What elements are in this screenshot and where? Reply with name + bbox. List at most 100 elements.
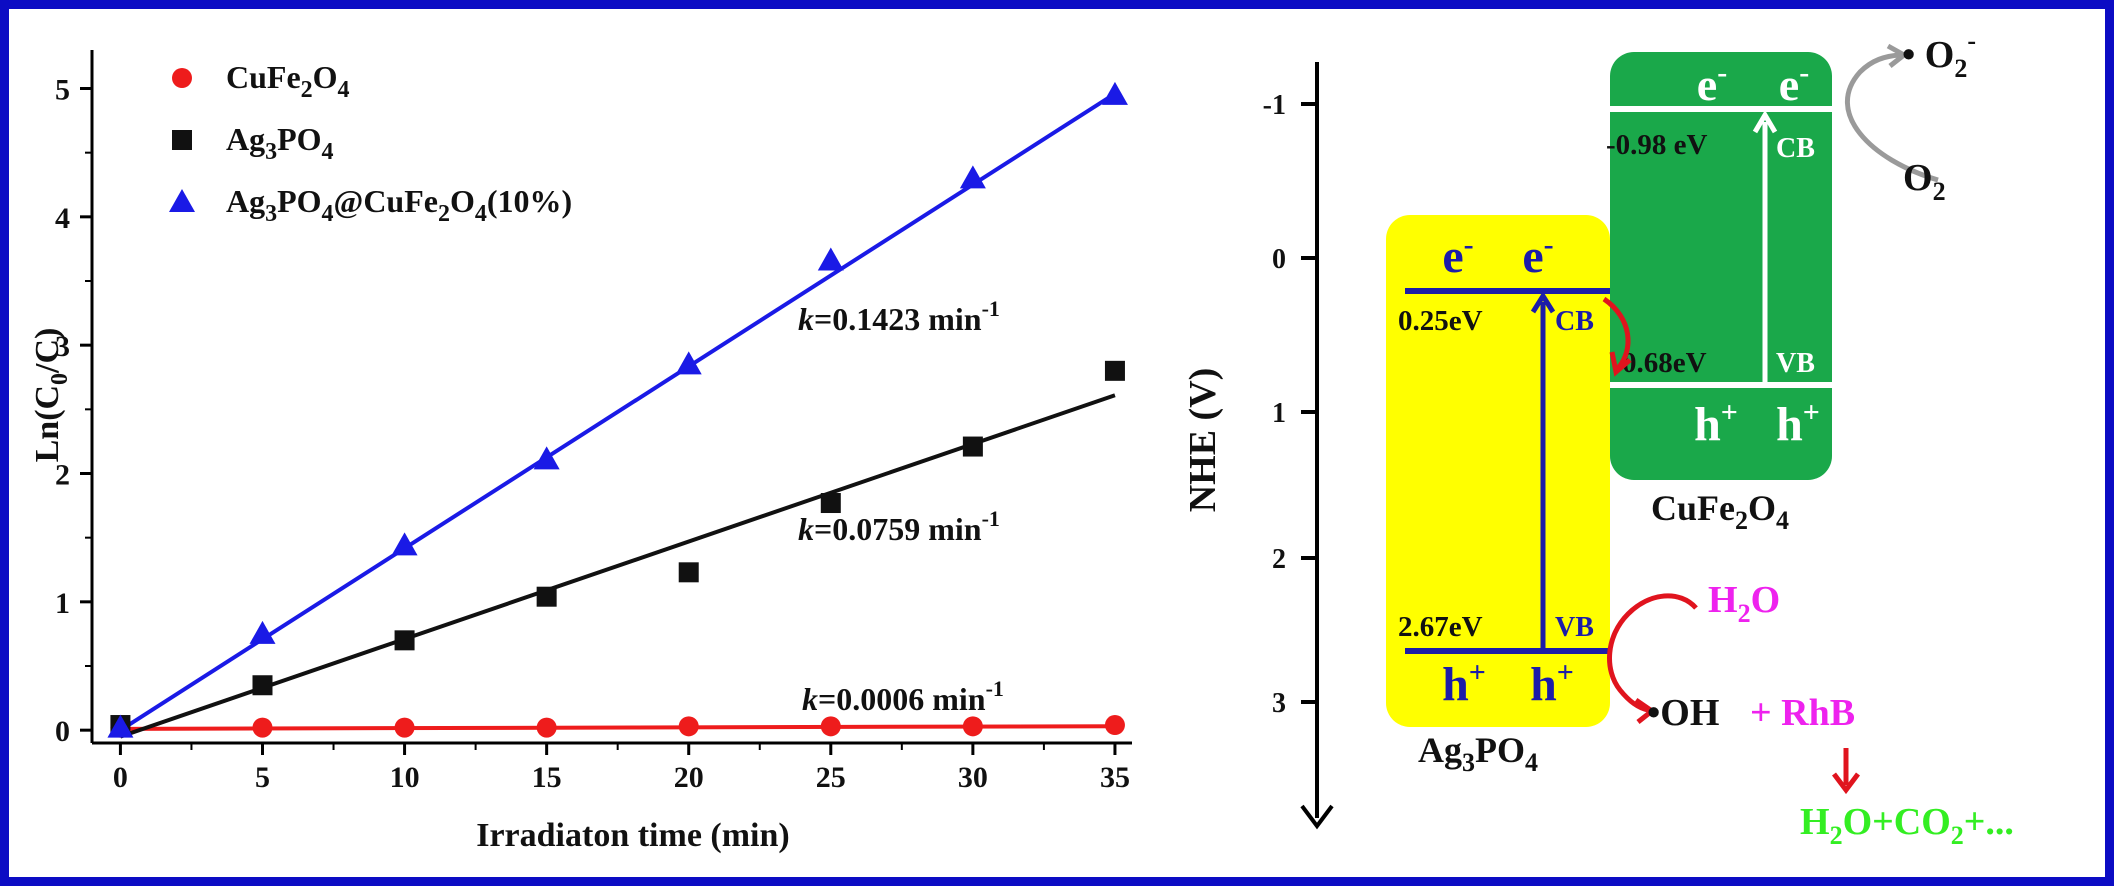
data-point-circle bbox=[820, 716, 841, 737]
nhe-tick-label: -1 bbox=[1263, 90, 1286, 121]
data-point-circle bbox=[1104, 715, 1125, 736]
y-tick-label: 1 bbox=[55, 587, 70, 620]
charge-transfer-arrowhead bbox=[1609, 351, 1632, 377]
data-point-triangle bbox=[1101, 81, 1128, 105]
legend-label: Ag3PO4 bbox=[226, 121, 334, 165]
plot-axes bbox=[90, 50, 1132, 745]
data-point-square bbox=[536, 586, 557, 607]
data-point-triangle bbox=[391, 532, 418, 556]
data-point-triangle bbox=[107, 714, 134, 738]
plot-ticks: 0 5 10 15 20 25 30 35 0 1 2 3 4 5 bbox=[55, 74, 1130, 795]
cufe2o4-electron-2: e- bbox=[1779, 56, 1809, 110]
rate-constant-label: k=0.0006 min-1 bbox=[802, 676, 1004, 717]
legend-marker-circle bbox=[172, 68, 192, 88]
nhe-tick-label: 3 bbox=[1272, 688, 1286, 719]
data-point-triangle bbox=[817, 247, 844, 271]
o2-reduction-arrowhead bbox=[1886, 43, 1909, 68]
data-point-square bbox=[1104, 360, 1125, 381]
data-point-square bbox=[678, 562, 699, 583]
fit-lines bbox=[119, 91, 1117, 739]
band-diagram: -1 0 1 2 3 NHE (V) e- e- h+ h+ 0.25eV CB 2.6… bbox=[1182, 26, 2014, 850]
ag3po4-hole-1: h+ bbox=[1442, 656, 1486, 711]
ag3po4-vb-value: 2.67eV bbox=[1398, 611, 1483, 643]
cufe2o4-hole-1: h+ bbox=[1694, 396, 1738, 451]
data-point-circle bbox=[962, 716, 983, 737]
y-tick-label: 3 bbox=[55, 330, 70, 363]
x-tick-label: 25 bbox=[816, 761, 846, 794]
x-tick-label: 15 bbox=[532, 761, 562, 794]
data-point-square bbox=[394, 630, 415, 651]
data-point-triangle bbox=[249, 620, 276, 644]
ag3po4-cb-value: 0.25eV bbox=[1398, 305, 1483, 337]
cufe2o4-vb-label: VB bbox=[1776, 348, 1815, 379]
x-axis-title: Irradiaton time (min) bbox=[476, 817, 790, 854]
ag3po4-excitation-arrowhead bbox=[1530, 291, 1556, 314]
data-point-square bbox=[962, 436, 983, 457]
data-point-circle bbox=[678, 716, 699, 737]
x-tick-label: 30 bbox=[958, 761, 988, 794]
ag3po4-cb-label: CB bbox=[1555, 306, 1594, 337]
cufe2o4-band-block bbox=[1610, 52, 1832, 480]
y-tick-label: 0 bbox=[55, 715, 70, 748]
nhe-tick-label: 0 bbox=[1272, 244, 1286, 275]
legend-label: Ag3PO4@CuFe2O4(10%) bbox=[226, 183, 572, 227]
ag3po4-electron-2: e- bbox=[1522, 228, 1553, 283]
degradation-arrowhead bbox=[1832, 772, 1860, 795]
fit-line-triangle bbox=[119, 91, 1117, 732]
water-molecule: H2O bbox=[1708, 579, 1780, 628]
h2o-oxidation-arrow bbox=[1607, 593, 1698, 713]
fit-line-square bbox=[119, 393, 1116, 739]
cufe2o4-cb-label: CB bbox=[1776, 133, 1815, 164]
data-point-circle bbox=[252, 717, 273, 738]
data-point-circle bbox=[394, 717, 415, 738]
cufe2o4-vb-value: 0.68eV bbox=[1622, 347, 1707, 379]
ag3po4-hole-2: h+ bbox=[1530, 656, 1574, 711]
data-point-circle bbox=[536, 717, 557, 738]
y-axis-title: Ln(C0/C) bbox=[29, 328, 73, 463]
legend-marker-square bbox=[172, 130, 192, 150]
rate-constant-labels: k=0.0006 min-1 k=0.0759 min-1 k=0.1423 min… bbox=[798, 296, 1004, 717]
rate-constant-label: k=0.0759 min-1 bbox=[798, 506, 1000, 547]
data-point-triangle bbox=[675, 351, 702, 375]
hydroxyl-radical: •OH bbox=[1647, 692, 1719, 734]
legend: CuFe2O4 Ag3PO4 Ag3PO4@CuFe2O4(10%) bbox=[169, 59, 572, 227]
h2o-oxidation-arrowhead bbox=[1634, 697, 1657, 724]
data-point-triangle bbox=[533, 446, 560, 470]
x-tick-label: 35 bbox=[1100, 761, 1130, 794]
ag3po4-vb-label: VB bbox=[1555, 612, 1594, 643]
data-point-square bbox=[252, 675, 273, 696]
charge-transfer-arrow bbox=[1602, 296, 1631, 370]
legend-label: CuFe2O4 bbox=[226, 59, 350, 103]
y-tick-label: 5 bbox=[55, 74, 70, 107]
x-tick-label: 10 bbox=[390, 761, 420, 794]
data-point-triangle bbox=[959, 165, 986, 189]
fit-line-circle bbox=[120, 724, 1115, 731]
rate-constant-label: k=0.1423 min-1 bbox=[798, 296, 1000, 337]
nhe-tick-label: 1 bbox=[1272, 398, 1286, 429]
nhe-axis-arrowhead bbox=[1300, 804, 1334, 830]
legend-marker-triangle bbox=[169, 189, 195, 212]
cufe2o4-electron-1: e- bbox=[1697, 56, 1727, 110]
cufe2o4-excitation-arrowhead bbox=[1752, 110, 1778, 134]
x-tick-label: 0 bbox=[113, 761, 128, 794]
nhe-tick-label: 2 bbox=[1272, 544, 1286, 575]
o2-reduction-arrow bbox=[1845, 52, 1939, 183]
degradation-products: H2O+CO2+... bbox=[1800, 801, 2014, 850]
data-point-square bbox=[820, 493, 841, 514]
superoxide-radical: • O2- bbox=[1902, 26, 1976, 83]
x-tick-label: 20 bbox=[674, 761, 704, 794]
nhe-axis-title: NHE (V) bbox=[1182, 368, 1224, 513]
data-points bbox=[107, 81, 1128, 738]
cufe2o4-name: CuFe2O4 bbox=[1651, 488, 1789, 535]
oxygen-molecule: O2 bbox=[1903, 157, 1946, 206]
plus-rhb: + RhB bbox=[1750, 692, 1855, 734]
ag3po4-name: Ag3PO4 bbox=[1418, 730, 1538, 777]
cufe2o4-hole-2: h+ bbox=[1776, 396, 1820, 451]
nhe-ticks: -1 0 1 2 3 bbox=[1263, 90, 1317, 719]
ag3po4-band-block bbox=[1386, 215, 1610, 727]
ag3po4-electron-1: e- bbox=[1442, 228, 1473, 283]
y-tick-label: 4 bbox=[55, 202, 70, 235]
x-tick-label: 5 bbox=[255, 761, 270, 794]
